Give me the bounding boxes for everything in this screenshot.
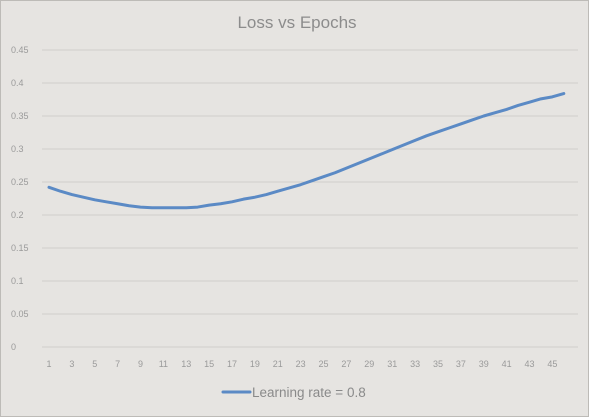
chart-title: Loss vs Epochs xyxy=(237,13,356,32)
x-tick-label: 17 xyxy=(227,359,237,369)
y-tick-label: 0.4 xyxy=(11,78,24,88)
y-axis-tick-labels: 0 0.05 0.1 0.15 0.2 0.25 0.3 0.35 0.4 0.45 xyxy=(11,45,29,352)
legend: Learning rate = 0.8 xyxy=(221,385,366,400)
y-tick-label: 0.3 xyxy=(11,144,24,154)
x-tick-label: 7 xyxy=(115,359,120,369)
x-tick-label: 33 xyxy=(410,359,420,369)
x-tick-label: 39 xyxy=(479,359,489,369)
x-tick-label: 19 xyxy=(250,359,260,369)
x-tick-label: 27 xyxy=(341,359,351,369)
x-tick-label: 43 xyxy=(524,359,534,369)
series-line-learning-rate xyxy=(47,92,566,210)
x-tick-label: 3 xyxy=(69,359,74,369)
x-tick-label: 35 xyxy=(433,359,443,369)
x-tick-label: 41 xyxy=(502,359,512,369)
y-tick-label: 0.05 xyxy=(11,309,29,319)
x-tick-label: 29 xyxy=(364,359,374,369)
x-tick-label: 21 xyxy=(273,359,283,369)
x-tick-label: 23 xyxy=(296,359,306,369)
x-tick-label: 15 xyxy=(204,359,214,369)
x-tick-label: 37 xyxy=(456,359,466,369)
x-tick-label: 45 xyxy=(547,359,557,369)
x-tick-label: 1 xyxy=(46,359,51,369)
x-tick-label: 9 xyxy=(138,359,143,369)
x-tick-label: 31 xyxy=(387,359,397,369)
y-tick-label: 0.35 xyxy=(11,111,29,121)
y-tick-label: 0.45 xyxy=(11,45,29,55)
y-tick-label: 0 xyxy=(11,342,16,352)
y-tick-label: 0.25 xyxy=(11,177,29,187)
series-layer xyxy=(47,92,566,210)
y-tick-label: 0.1 xyxy=(11,276,24,286)
x-axis-tick-labels: 1 3 5 7 9 11 13 15 17 19 21 23 25 27 29 31 33 35 37 39 41 43 4… xyxy=(46,359,557,369)
y-tick-label: 0.2 xyxy=(11,210,24,220)
x-tick-label: 5 xyxy=(92,359,97,369)
x-tick-label: 25 xyxy=(319,359,329,369)
x-tick-label: 11 xyxy=(159,359,168,369)
y-tick-label: 0.15 xyxy=(11,243,29,253)
legend-label-learning-rate: Learning rate = 0.8 xyxy=(252,385,366,400)
x-tick-label: 13 xyxy=(181,359,191,369)
